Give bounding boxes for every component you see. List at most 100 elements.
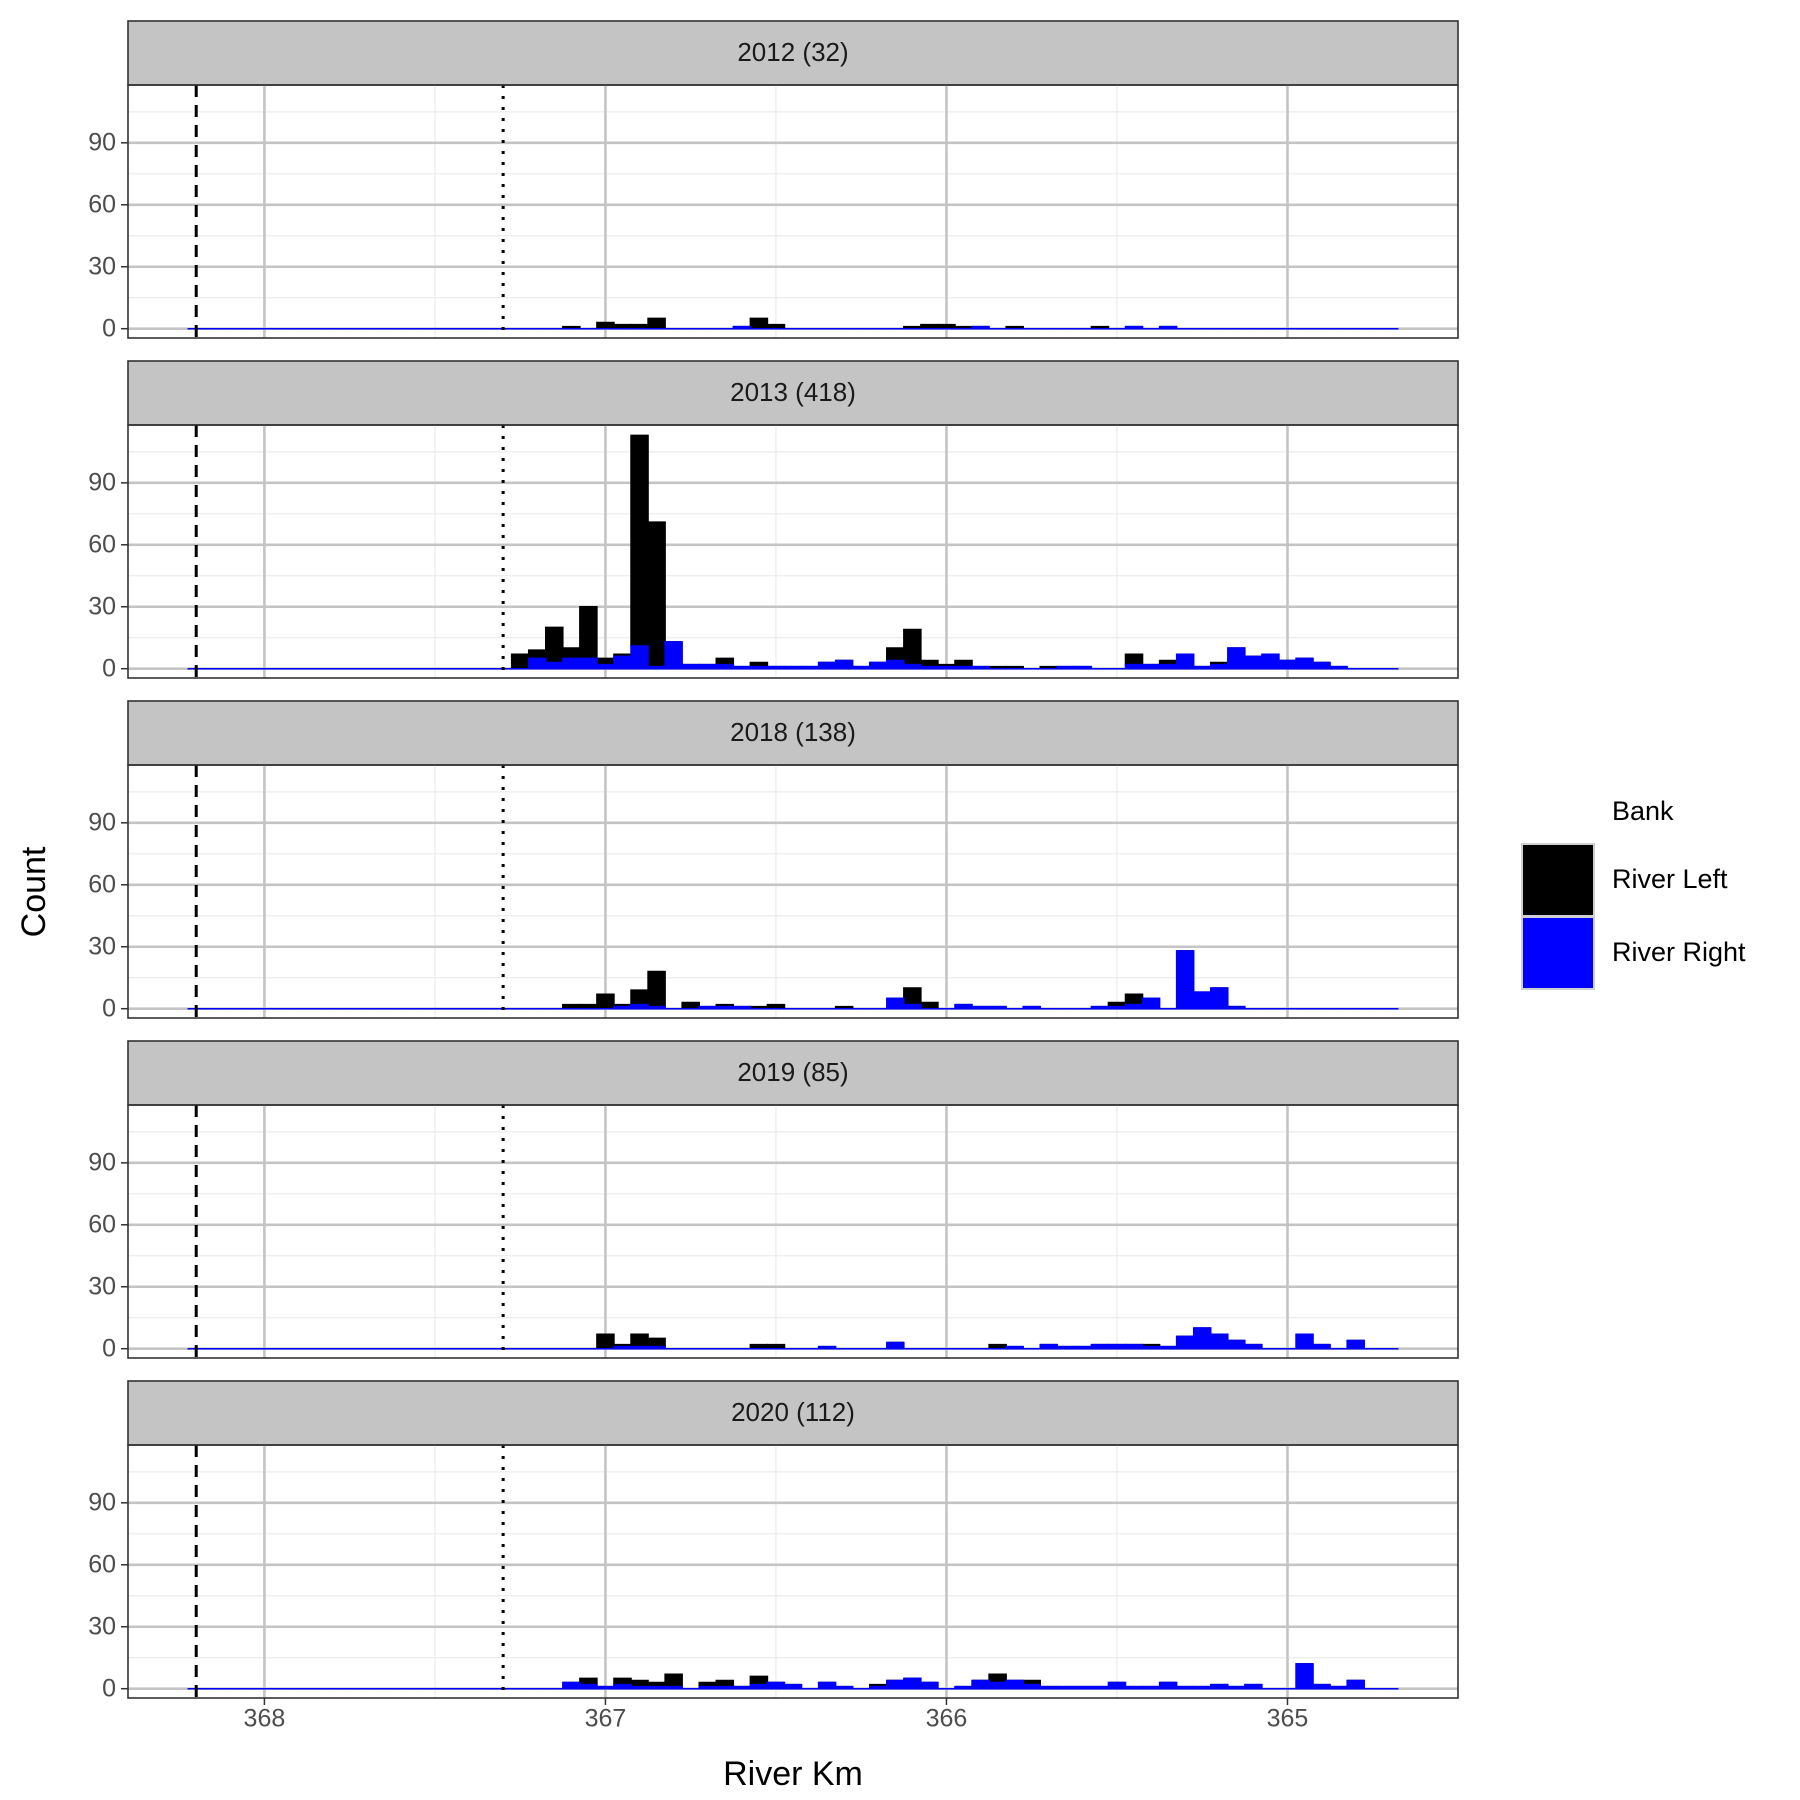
bar <box>647 1005 666 1010</box>
y-tick-label: 60 <box>88 190 116 218</box>
bar <box>954 659 973 668</box>
bar <box>1261 653 1280 670</box>
bar <box>647 665 666 670</box>
bar <box>698 1685 718 1690</box>
bar <box>562 657 581 670</box>
bar <box>1278 659 1297 670</box>
bar <box>1124 1003 1144 1010</box>
bar <box>1039 1685 1059 1690</box>
bar <box>1295 1333 1314 1350</box>
bar <box>579 605 598 660</box>
bar <box>596 321 615 330</box>
bar <box>732 665 752 670</box>
bar <box>971 1005 990 1010</box>
legend-title: Bank <box>1612 796 1674 826</box>
bar <box>954 1003 973 1010</box>
bar <box>562 1681 581 1690</box>
bar <box>971 325 990 330</box>
bar <box>1124 663 1144 670</box>
y-tick-label: 30 <box>88 592 116 620</box>
bar <box>749 317 769 330</box>
bar <box>596 663 615 670</box>
bar <box>1158 1345 1178 1350</box>
bar <box>886 1679 905 1690</box>
bar <box>766 665 786 670</box>
bar <box>596 993 615 1010</box>
bar <box>1022 1005 1041 1010</box>
legend-label: River Left <box>1612 864 1728 894</box>
bar <box>834 1685 854 1690</box>
bar <box>937 665 956 670</box>
bar <box>1158 663 1178 670</box>
bar <box>647 970 666 1008</box>
bar <box>988 1005 1007 1010</box>
bar <box>647 521 666 668</box>
bar <box>698 1005 718 1010</box>
bar <box>886 659 905 670</box>
y-tick-label: 90 <box>88 128 116 156</box>
bar <box>681 663 700 670</box>
bar <box>749 665 769 670</box>
legend-key <box>1521 916 1595 990</box>
bar <box>1192 665 1212 670</box>
bar <box>817 1681 837 1690</box>
bar <box>1244 1683 1263 1690</box>
bar <box>1192 1327 1212 1350</box>
bar <box>1329 1685 1348 1690</box>
bar <box>1158 1681 1178 1690</box>
bar <box>903 628 922 666</box>
bar <box>1073 1345 1093 1350</box>
y-tick-label: 60 <box>88 530 116 558</box>
bar <box>1227 1339 1246 1350</box>
bar <box>1210 1333 1229 1350</box>
bar <box>886 997 905 1010</box>
bar <box>1107 1343 1127 1350</box>
bar <box>630 989 649 1006</box>
bar <box>527 657 547 670</box>
bar <box>1175 1335 1195 1350</box>
y-tick-label: 60 <box>88 1210 116 1238</box>
bar <box>1227 647 1246 670</box>
bar <box>715 663 735 670</box>
bar <box>1056 1345 1076 1350</box>
strip-label: 2012 (32) <box>737 37 848 67</box>
bar <box>579 1677 598 1686</box>
panel-border <box>127 84 1459 339</box>
bar <box>1141 1685 1161 1690</box>
bar <box>1090 1343 1110 1350</box>
bar <box>579 1683 598 1690</box>
bar <box>800 665 820 670</box>
bar <box>1090 1005 1110 1010</box>
bar <box>545 626 564 664</box>
strip <box>127 1380 1459 1446</box>
y-tick-label: 90 <box>88 808 116 836</box>
bar <box>1312 1343 1331 1350</box>
bar <box>817 661 837 670</box>
bar <box>971 665 990 670</box>
y-tick-label: 30 <box>88 1612 116 1640</box>
bar <box>1312 1683 1331 1690</box>
bar <box>1175 653 1195 670</box>
y-tick-label: 0 <box>102 654 116 682</box>
bar <box>732 325 752 330</box>
bar <box>834 659 854 670</box>
bar <box>749 1683 769 1690</box>
y-tick-label: 30 <box>88 1272 116 1300</box>
bar <box>647 1685 666 1690</box>
bar <box>1192 1685 1212 1690</box>
bar <box>817 1345 837 1350</box>
y-tick-label: 90 <box>88 1148 116 1176</box>
bar <box>920 1001 939 1010</box>
bar <box>1124 1343 1144 1350</box>
strip <box>127 20 1459 86</box>
bar <box>1346 1339 1365 1350</box>
strip-label: 2020 (112) <box>731 1397 855 1427</box>
bar <box>920 659 939 668</box>
bar <box>1329 665 1348 670</box>
bar <box>1210 1683 1229 1690</box>
y-tick-label: 90 <box>88 468 116 496</box>
bar <box>783 1683 803 1690</box>
bar <box>868 1685 888 1690</box>
